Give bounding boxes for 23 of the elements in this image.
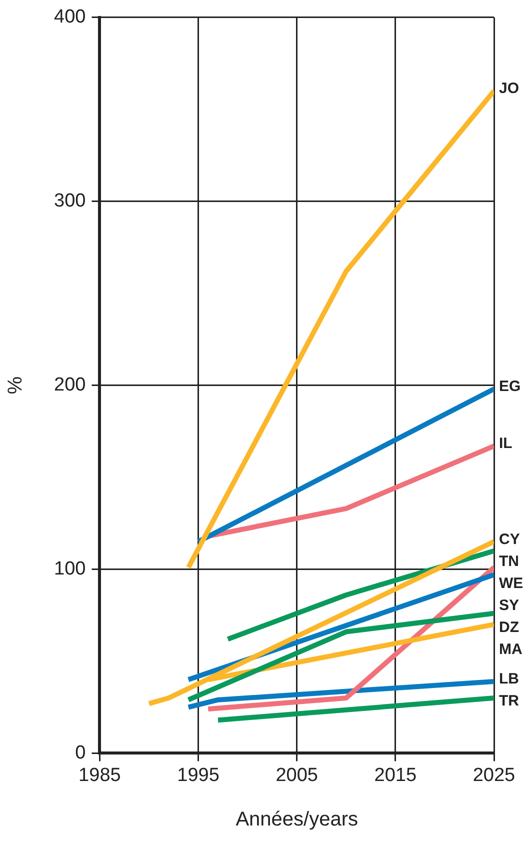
series-label: TR <box>499 692 520 710</box>
series-label: MA <box>499 640 522 658</box>
series-label: WE <box>499 574 524 592</box>
series-label: TN <box>499 552 519 570</box>
series-label: CY <box>499 530 520 548</box>
series-label: JO <box>499 80 520 98</box>
y-tick-label: 200 <box>54 374 86 396</box>
x-tick-label: 2005 <box>276 764 318 786</box>
y-tick-label: 100 <box>54 558 86 580</box>
series-label: EG <box>499 378 521 396</box>
x-tick-label: 1985 <box>78 764 121 786</box>
y-tick-label: 400 <box>54 6 86 28</box>
series-label: SY <box>499 596 520 614</box>
x-axis-title: Années/years <box>236 808 358 831</box>
x-tick-label: 1995 <box>177 764 220 786</box>
y-tick-label: 300 <box>54 190 86 212</box>
series-label: DZ <box>499 618 519 636</box>
series-label: LB <box>499 670 520 688</box>
y-tick-label: 0 <box>75 742 86 764</box>
x-tick-label: 2015 <box>374 764 417 786</box>
x-tick-label: 2025 <box>472 764 516 786</box>
y-axis-title: % <box>4 376 27 394</box>
series-label: IL <box>499 435 512 452</box>
